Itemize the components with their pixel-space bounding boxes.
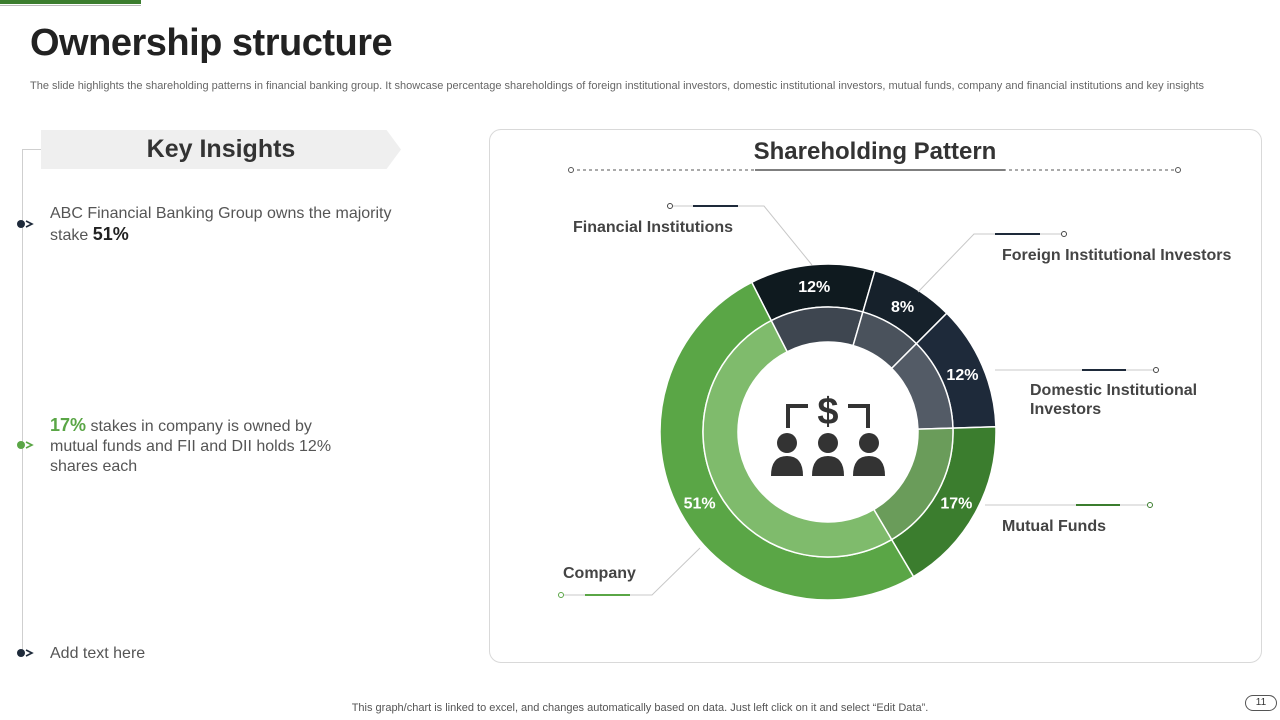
title-line-dot <box>568 167 574 173</box>
leader-dot <box>1153 367 1159 373</box>
segment-value-label: 51% <box>684 496 716 513</box>
page-title: Ownership structure <box>30 22 393 64</box>
category-label-foreign-institutional-investors: Foreign Institutional Investors <box>1002 247 1232 264</box>
segment-value-label: 17% <box>940 496 972 513</box>
leader-dot <box>1147 502 1153 508</box>
insights-connector-line <box>22 149 42 150</box>
category-label-company: Company <box>563 565 636 582</box>
insight-2-text: stakes in company is owned by mutual fun… <box>50 418 332 475</box>
people-dollar-icon: $ <box>771 391 885 476</box>
title-line-dot <box>1175 167 1181 173</box>
category-label-financial-institutions: Financial Institutions <box>573 219 734 236</box>
insight-item-1: ABC Financial Banking Group owns the maj… <box>50 204 395 246</box>
leader-dot <box>1061 231 1067 237</box>
leader-dot <box>667 203 673 209</box>
category-label-mutual-funds: Mutual Funds <box>1002 518 1106 535</box>
arrow-bullet-icon <box>17 649 34 657</box>
page-subtitle: The slide highlights the shareholding pa… <box>30 80 1205 92</box>
leader-dot <box>558 592 564 598</box>
page-number: 11 <box>1245 695 1277 711</box>
category-label-domestic-institutional-investors: Domestic Institutional Investors <box>1030 382 1198 418</box>
insights-timeline-line <box>22 149 23 654</box>
key-insights-heading: Key Insights <box>41 130 401 169</box>
insight-1-text: ABC Financial Banking Group owns the maj… <box>50 205 392 244</box>
segment-value-label: 12% <box>946 367 978 384</box>
donut-hole <box>738 342 918 522</box>
segment-value-label: 8% <box>891 299 914 316</box>
footnote: This graph/chart is linked to excel, and… <box>351 702 929 714</box>
arrow-bullet-icon <box>17 220 34 228</box>
insight-item-3: Add text here <box>50 645 146 662</box>
insight-1-highlight: 51% <box>92 224 129 244</box>
top-accent-line <box>0 5 141 6</box>
segment-value-label: 12% <box>798 279 830 296</box>
svg-text:$: $ <box>817 391 838 433</box>
arrow-bullet-icon <box>17 441 34 449</box>
insight-item-2: 17% stakes in company is owned by mutual… <box>50 415 350 477</box>
insight-2-highlight: 17% <box>50 415 87 435</box>
top-accent-bar <box>0 0 141 4</box>
